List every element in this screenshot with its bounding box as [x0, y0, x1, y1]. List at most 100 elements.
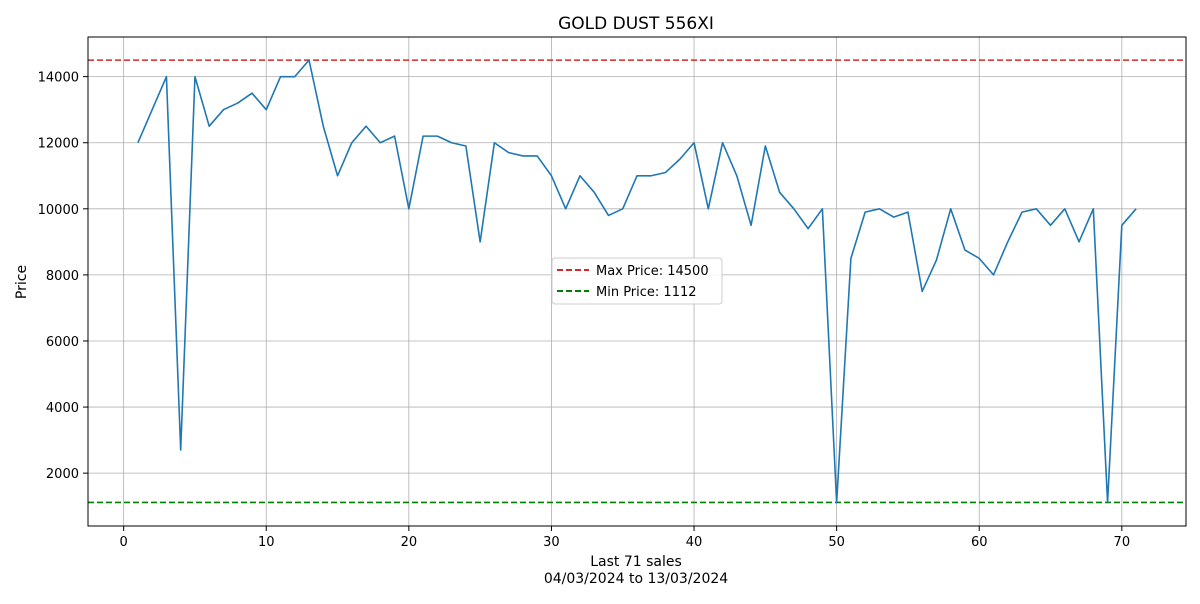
data-point — [992, 273, 995, 276]
data-point — [165, 75, 168, 78]
y-tick-label: 6000 — [46, 335, 79, 350]
x-axis-sublabel: 04/03/2024 to 13/03/2024 — [544, 571, 728, 587]
data-point — [521, 154, 524, 157]
legend: Max Price: 14500 Min Price: 1112 — [551, 257, 723, 305]
data-point — [864, 211, 867, 214]
data-point — [336, 174, 339, 177]
data-point — [379, 141, 382, 144]
reference-lines — [88, 59, 1186, 504]
y-tick-label: 12000 — [38, 137, 79, 152]
data-point — [222, 108, 225, 111]
data-point — [1035, 207, 1038, 210]
x-tick-label: 10 — [258, 535, 275, 550]
y-axis-label: Price — [14, 265, 30, 299]
data-point — [621, 207, 624, 210]
data-point — [450, 141, 453, 144]
data-point — [1106, 501, 1109, 504]
data-point — [407, 207, 410, 210]
data-point — [507, 151, 510, 154]
y-tick-label: 14000 — [38, 71, 79, 86]
data-point — [1006, 240, 1009, 243]
data-point — [963, 249, 966, 252]
data-point — [479, 240, 482, 243]
data-point — [678, 158, 681, 161]
axis-ticks: 0 10 20 30 40 50 60 70 2000 4000 6000 8000 10000 1200… — [38, 71, 1130, 550]
data-point — [493, 141, 496, 144]
data-point — [422, 135, 425, 138]
data-point — [1021, 211, 1024, 214]
data-point — [564, 207, 567, 210]
data-point — [721, 141, 724, 144]
data-point — [293, 75, 296, 78]
data-point — [550, 174, 553, 177]
data-point — [151, 108, 154, 111]
data-point — [536, 154, 539, 157]
data-point — [179, 449, 182, 452]
data-point — [1078, 240, 1081, 243]
data-point — [593, 191, 596, 194]
data-point — [636, 174, 639, 177]
data-point — [949, 207, 952, 210]
price-series-line — [137, 59, 1137, 504]
x-tick-label: 70 — [1114, 535, 1131, 550]
x-axis-label: Last 71 sales — [590, 554, 682, 570]
data-point — [1120, 224, 1123, 227]
data-point — [650, 174, 653, 177]
data-point — [1135, 207, 1138, 210]
data-point — [735, 174, 738, 177]
x-tick-label: 30 — [543, 535, 560, 550]
data-point — [935, 259, 938, 262]
data-point — [208, 125, 211, 128]
data-point — [878, 207, 881, 210]
data-point — [193, 75, 196, 78]
data-point — [807, 227, 810, 230]
data-point — [250, 92, 253, 95]
data-point — [849, 257, 852, 260]
legend-max-label: Max Price: 14500 — [596, 264, 709, 279]
plot-frame — [87, 36, 1187, 527]
data-point — [265, 108, 268, 111]
data-point — [350, 141, 353, 144]
chart-title: GOLD DUST 556XI — [558, 14, 714, 34]
data-point — [136, 141, 139, 144]
data-point — [464, 145, 467, 148]
data-point — [607, 214, 610, 217]
y-tick-label: 4000 — [46, 401, 79, 416]
data-point — [664, 171, 667, 174]
data-point — [750, 224, 753, 227]
data-point — [835, 501, 838, 504]
data-point — [279, 75, 282, 78]
data-point — [764, 145, 767, 148]
x-tick-label: 20 — [401, 535, 418, 550]
data-point — [707, 207, 710, 210]
data-point — [978, 257, 981, 260]
data-point — [821, 207, 824, 210]
x-tick-label: 50 — [828, 535, 845, 550]
series-layer — [136, 59, 1138, 504]
legend-min-label: Min Price: 1112 — [596, 285, 697, 300]
data-point — [393, 135, 396, 138]
grid-lines — [88, 37, 1186, 526]
data-point — [1063, 207, 1066, 210]
data-point — [308, 59, 311, 62]
data-point — [921, 290, 924, 293]
data-point — [1049, 224, 1052, 227]
data-point — [322, 125, 325, 128]
data-point — [236, 102, 239, 105]
x-tick-label: 40 — [686, 535, 703, 550]
data-point — [436, 135, 439, 138]
y-tick-label: 10000 — [38, 203, 79, 218]
x-tick-label: 0 — [120, 535, 128, 550]
y-tick-label: 2000 — [46, 467, 79, 482]
legend-box — [551, 257, 723, 305]
data-point — [365, 125, 368, 128]
y-tick-label: 8000 — [46, 269, 79, 284]
data-point — [778, 191, 781, 194]
data-point — [892, 216, 895, 219]
data-point — [906, 211, 909, 214]
data-point — [792, 207, 795, 210]
x-tick-label: 60 — [971, 535, 988, 550]
data-point — [693, 141, 696, 144]
